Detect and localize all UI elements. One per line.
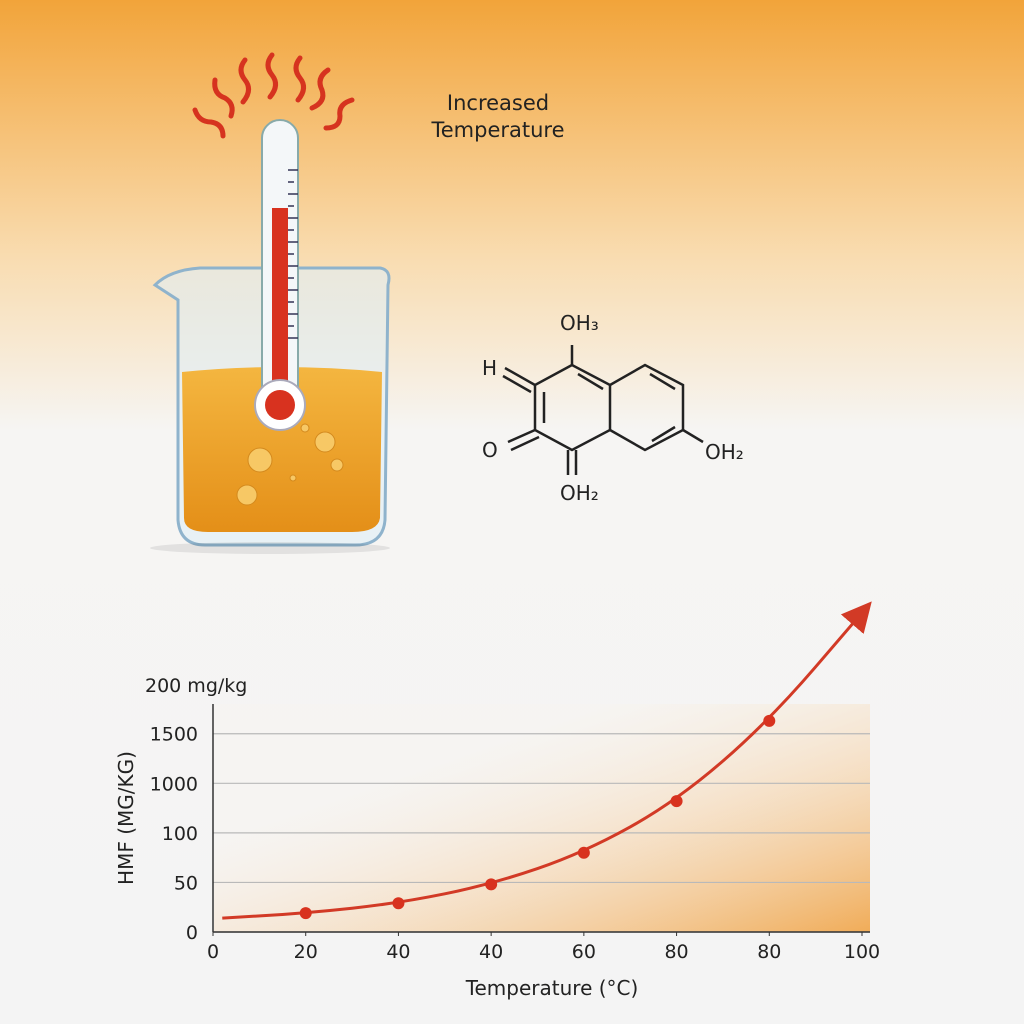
x-tick-label: 100	[844, 941, 880, 963]
plot-background	[214, 704, 870, 932]
molecule	[502, 345, 704, 475]
x-tick-label: 40	[479, 941, 503, 963]
atom-label: OH₃	[560, 311, 599, 335]
x-axis-title: Temperature (°C)	[465, 976, 639, 1000]
thermometer	[254, 119, 306, 431]
data-point	[299, 907, 312, 920]
y-unit-label: 200 mg/kg	[145, 675, 247, 697]
x-tick-label: 80	[757, 941, 781, 963]
molecule-labels: OH₃ H O OH₂ OH₂	[482, 311, 744, 505]
x-tick-label: 0	[207, 941, 219, 963]
data-point	[670, 795, 683, 808]
y-tick-label: 1500	[150, 724, 198, 746]
data-point	[392, 897, 405, 910]
chart: 200 mg/kg HMF (MG/KG) Temperature (°C) 0…	[114, 601, 880, 1000]
x-tick-label: 80	[664, 941, 688, 963]
atom-label: OH₂	[705, 440, 744, 464]
x-tick-label: 20	[294, 941, 318, 963]
data-point	[577, 846, 590, 859]
atom-label: O	[482, 438, 498, 462]
y-tick-label: 50	[174, 872, 198, 894]
y-axis-title: HMF (MG/KG)	[114, 751, 138, 885]
trend-line	[222, 601, 872, 920]
data-point	[763, 714, 776, 727]
y-tick-label: 100	[162, 823, 198, 845]
data-point	[485, 878, 498, 891]
heat-waves	[192, 52, 355, 139]
x-tick-label: 40	[386, 941, 410, 963]
atom-label: H	[482, 356, 497, 380]
y-tick-label: 1000	[150, 773, 198, 795]
caption: Increased Temperature	[430, 91, 564, 142]
x-tick-label: 60	[572, 941, 596, 963]
atom-label: OH₂	[560, 481, 599, 505]
y-tick-label: 0	[186, 922, 198, 944]
